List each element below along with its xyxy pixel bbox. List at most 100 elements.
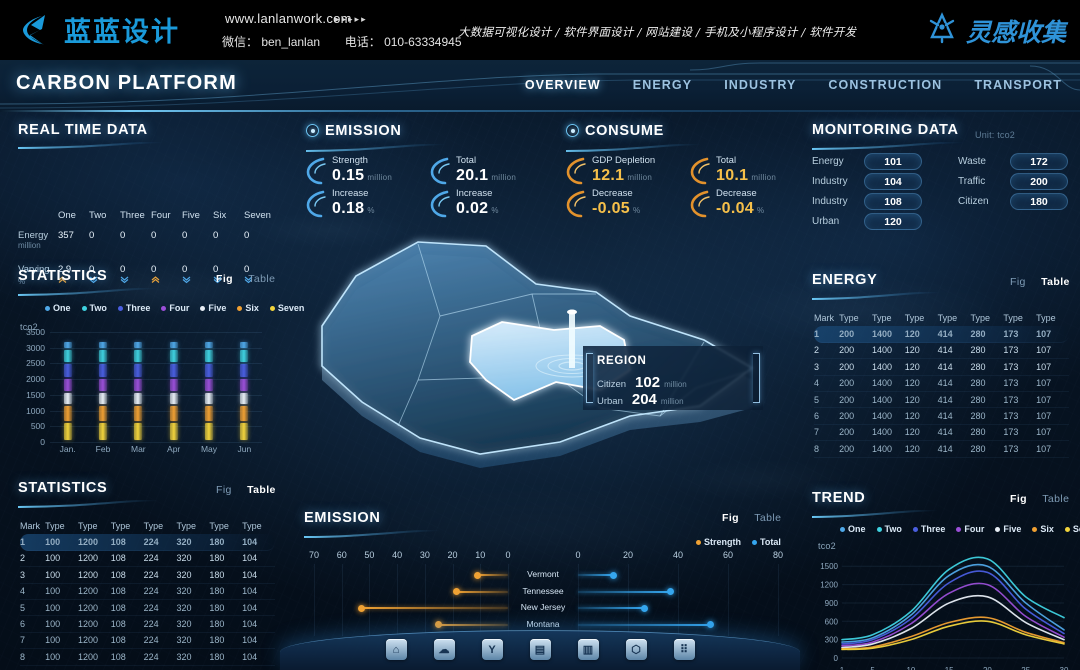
cell-mark: 2 bbox=[814, 345, 820, 356]
table-row[interactable]: 3 200 1400 120 414 280 173 107 bbox=[814, 359, 1069, 376]
tab-energy[interactable]: ENERGY bbox=[632, 78, 693, 92]
table-row[interactable]: 4 200 1400 120 414 280 173 107 bbox=[814, 376, 1069, 392]
bar-segment bbox=[134, 406, 143, 422]
emission-chart-tabs: Fig Table bbox=[710, 512, 781, 524]
tab-industry[interactable]: INDUSTRY bbox=[724, 78, 797, 92]
bar-segment bbox=[134, 341, 143, 348]
tab-fig[interactable]: Fig bbox=[1010, 276, 1026, 288]
table-row[interactable]: 1 100 1200 108 224 320 180 104 bbox=[20, 534, 275, 551]
gridline bbox=[50, 410, 262, 412]
table-row[interactable]: 8 200 1400 120 414 280 173 107 bbox=[814, 441, 1069, 458]
bar-endpoint bbox=[453, 588, 461, 595]
kpi-label: Increase bbox=[332, 188, 369, 199]
table-row[interactable]: 6 100 1200 108 224 320 180 104 bbox=[20, 616, 275, 633]
trend-line bbox=[841, 556, 1065, 641]
shield-icon[interactable]: Y bbox=[481, 639, 503, 660]
cell-value: 0 bbox=[244, 230, 250, 241]
table-row[interactable]: 2 100 1200 108 224 320 180 104 bbox=[20, 551, 275, 568]
mon-label: Energy bbox=[812, 156, 844, 167]
cell-value: 1200 bbox=[77, 569, 98, 580]
kpi-consume-decrease-1: Decrease -0.05% bbox=[566, 188, 688, 224]
tab-fig[interactable]: Fig bbox=[216, 484, 232, 496]
table-row[interactable]: 3 100 1200 108 224 320 180 104 bbox=[20, 567, 275, 584]
kpi-value: 0.15 million bbox=[332, 167, 392, 185]
legend-item: Three bbox=[912, 524, 945, 534]
table-row[interactable]: 5 200 1400 120 414 280 173 107 bbox=[814, 392, 1069, 409]
table-header-row: Mark Type Type Type Type Type Type Type bbox=[20, 518, 275, 534]
map-marker-beam bbox=[569, 312, 575, 368]
region-value: 102 bbox=[635, 374, 661, 391]
consume-kpi-title: CONSUME bbox=[566, 122, 756, 139]
kpi-unit: million bbox=[627, 173, 653, 182]
right-axis-tick: 20 bbox=[622, 550, 633, 560]
cell-value: 1400 bbox=[871, 345, 892, 356]
cell-value: 180 bbox=[209, 651, 225, 662]
tab-fig[interactable]: Fig bbox=[722, 512, 739, 524]
bar-segment bbox=[134, 392, 143, 405]
cell-value: 224 bbox=[143, 569, 159, 580]
gridline bbox=[397, 564, 399, 636]
cell-value: 108 bbox=[110, 537, 126, 548]
column-header-type: Type bbox=[143, 521, 164, 532]
arrow-down-icon bbox=[89, 275, 98, 284]
chart-icon[interactable]: ▥ bbox=[577, 639, 599, 660]
tab-fig[interactable]: Fig bbox=[216, 273, 233, 285]
tab-table[interactable]: Table bbox=[248, 273, 276, 285]
table-header-row: One Two Three Four Five Six Seven bbox=[18, 210, 276, 221]
cell-value: 100 bbox=[45, 602, 61, 613]
legend-item: Total bbox=[752, 537, 781, 547]
grid-icon[interactable]: ⠿ bbox=[673, 639, 695, 660]
cell-value: 320 bbox=[176, 635, 192, 646]
table-row[interactable]: 4 100 1200 108 224 320 180 104 bbox=[20, 584, 275, 600]
kpi-value: 12.1 million bbox=[592, 167, 652, 185]
document-icon[interactable]: ▤ bbox=[529, 639, 551, 660]
cell-value: 0 bbox=[213, 230, 219, 241]
hexagon-icon[interactable]: ⬡ bbox=[625, 639, 647, 660]
cell-value: 224 bbox=[143, 635, 159, 646]
mon-label: Waste bbox=[958, 156, 986, 167]
bar-segment bbox=[99, 379, 107, 391]
cell-value: 1400 bbox=[871, 443, 892, 454]
table-row[interactable]: 8 100 1200 108 224 320 180 104 bbox=[20, 649, 275, 666]
tab-table[interactable]: Table bbox=[1042, 493, 1070, 505]
cell-value: 100 bbox=[45, 619, 61, 630]
home-icon[interactable]: ⌂ bbox=[385, 639, 407, 660]
cell-value: 0 bbox=[213, 264, 219, 275]
trend-line bbox=[841, 616, 1065, 650]
table-row[interactable]: 5 100 1200 108 224 320 180 104 bbox=[20, 600, 275, 617]
cell-value: 200 bbox=[839, 443, 855, 454]
cell-value: 107 bbox=[1036, 411, 1052, 422]
tab-transport[interactable]: TRANSPORT bbox=[974, 78, 1062, 92]
x-tick-label: Feb bbox=[95, 444, 111, 454]
table-row: Energy 357 0 0 0 0 0 0 bbox=[18, 230, 276, 241]
header-underline bbox=[566, 144, 756, 152]
arrow-up-icon bbox=[151, 275, 160, 284]
cloud-icon[interactable]: ☁ bbox=[433, 639, 455, 660]
cell-value: 100 bbox=[45, 553, 61, 564]
mon-label: Traffic bbox=[958, 176, 986, 187]
tab-table[interactable]: Table bbox=[247, 484, 276, 496]
ad-contact-line: 微信： ben_lanlan 电话： 010-63334945 bbox=[222, 33, 462, 50]
tab-overview[interactable]: OVERVIEW bbox=[524, 78, 601, 92]
statistics-fig-header: STATISTICS bbox=[18, 268, 228, 296]
kpi-value: -0.05% bbox=[592, 200, 640, 218]
tab-table[interactable]: Table bbox=[754, 512, 782, 524]
tab-table[interactable]: Table bbox=[1041, 276, 1070, 288]
table-row[interactable]: 7 200 1400 120 414 280 173 107 bbox=[814, 425, 1069, 442]
col-six: Six bbox=[213, 210, 227, 221]
cell-value: 320 bbox=[176, 553, 192, 564]
table-row[interactable]: 6 200 1400 120 414 280 173 107 bbox=[814, 408, 1069, 425]
statistics-fig-legend: One Two Three Four Five Six Seven bbox=[45, 303, 304, 313]
kpi-number: 20.1 bbox=[456, 167, 489, 184]
realtime-title: REAL TIME DATA bbox=[18, 122, 148, 138]
tab-fig[interactable]: Fig bbox=[1010, 493, 1027, 505]
table-row[interactable]: 7 100 1200 108 224 320 180 104 bbox=[20, 633, 275, 650]
table-row[interactable]: 1 200 1400 120 414 280 173 107 bbox=[814, 326, 1069, 343]
tab-construction[interactable]: CONSTRUCTION bbox=[828, 78, 943, 92]
arrow-down-icon bbox=[120, 275, 129, 284]
table-row[interactable]: 2 200 1400 120 414 280 173 107 bbox=[814, 343, 1069, 360]
header-underline bbox=[812, 510, 1022, 518]
ad-url[interactable]: www.lanlanwork.com bbox=[225, 11, 352, 26]
y-tick-label: 900 bbox=[825, 599, 839, 608]
cell-mark: 7 bbox=[20, 635, 26, 646]
